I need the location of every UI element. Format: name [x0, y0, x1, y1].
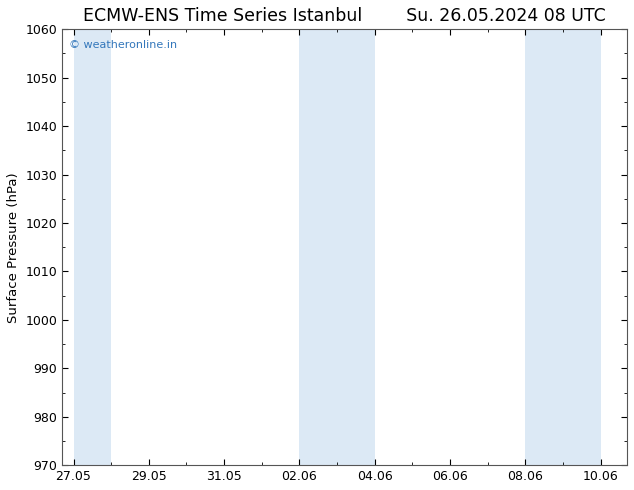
Title: ECMW-ENS Time Series Istanbul        Su. 26.05.2024 08 UTC: ECMW-ENS Time Series Istanbul Su. 26.05.…	[83, 7, 606, 25]
Text: © weatheronline.in: © weatheronline.in	[69, 40, 177, 50]
Bar	[74, 29, 111, 465]
Bar	[526, 29, 600, 465]
Y-axis label: Surface Pressure (hPa): Surface Pressure (hPa)	[7, 172, 20, 322]
Bar	[299, 29, 375, 465]
